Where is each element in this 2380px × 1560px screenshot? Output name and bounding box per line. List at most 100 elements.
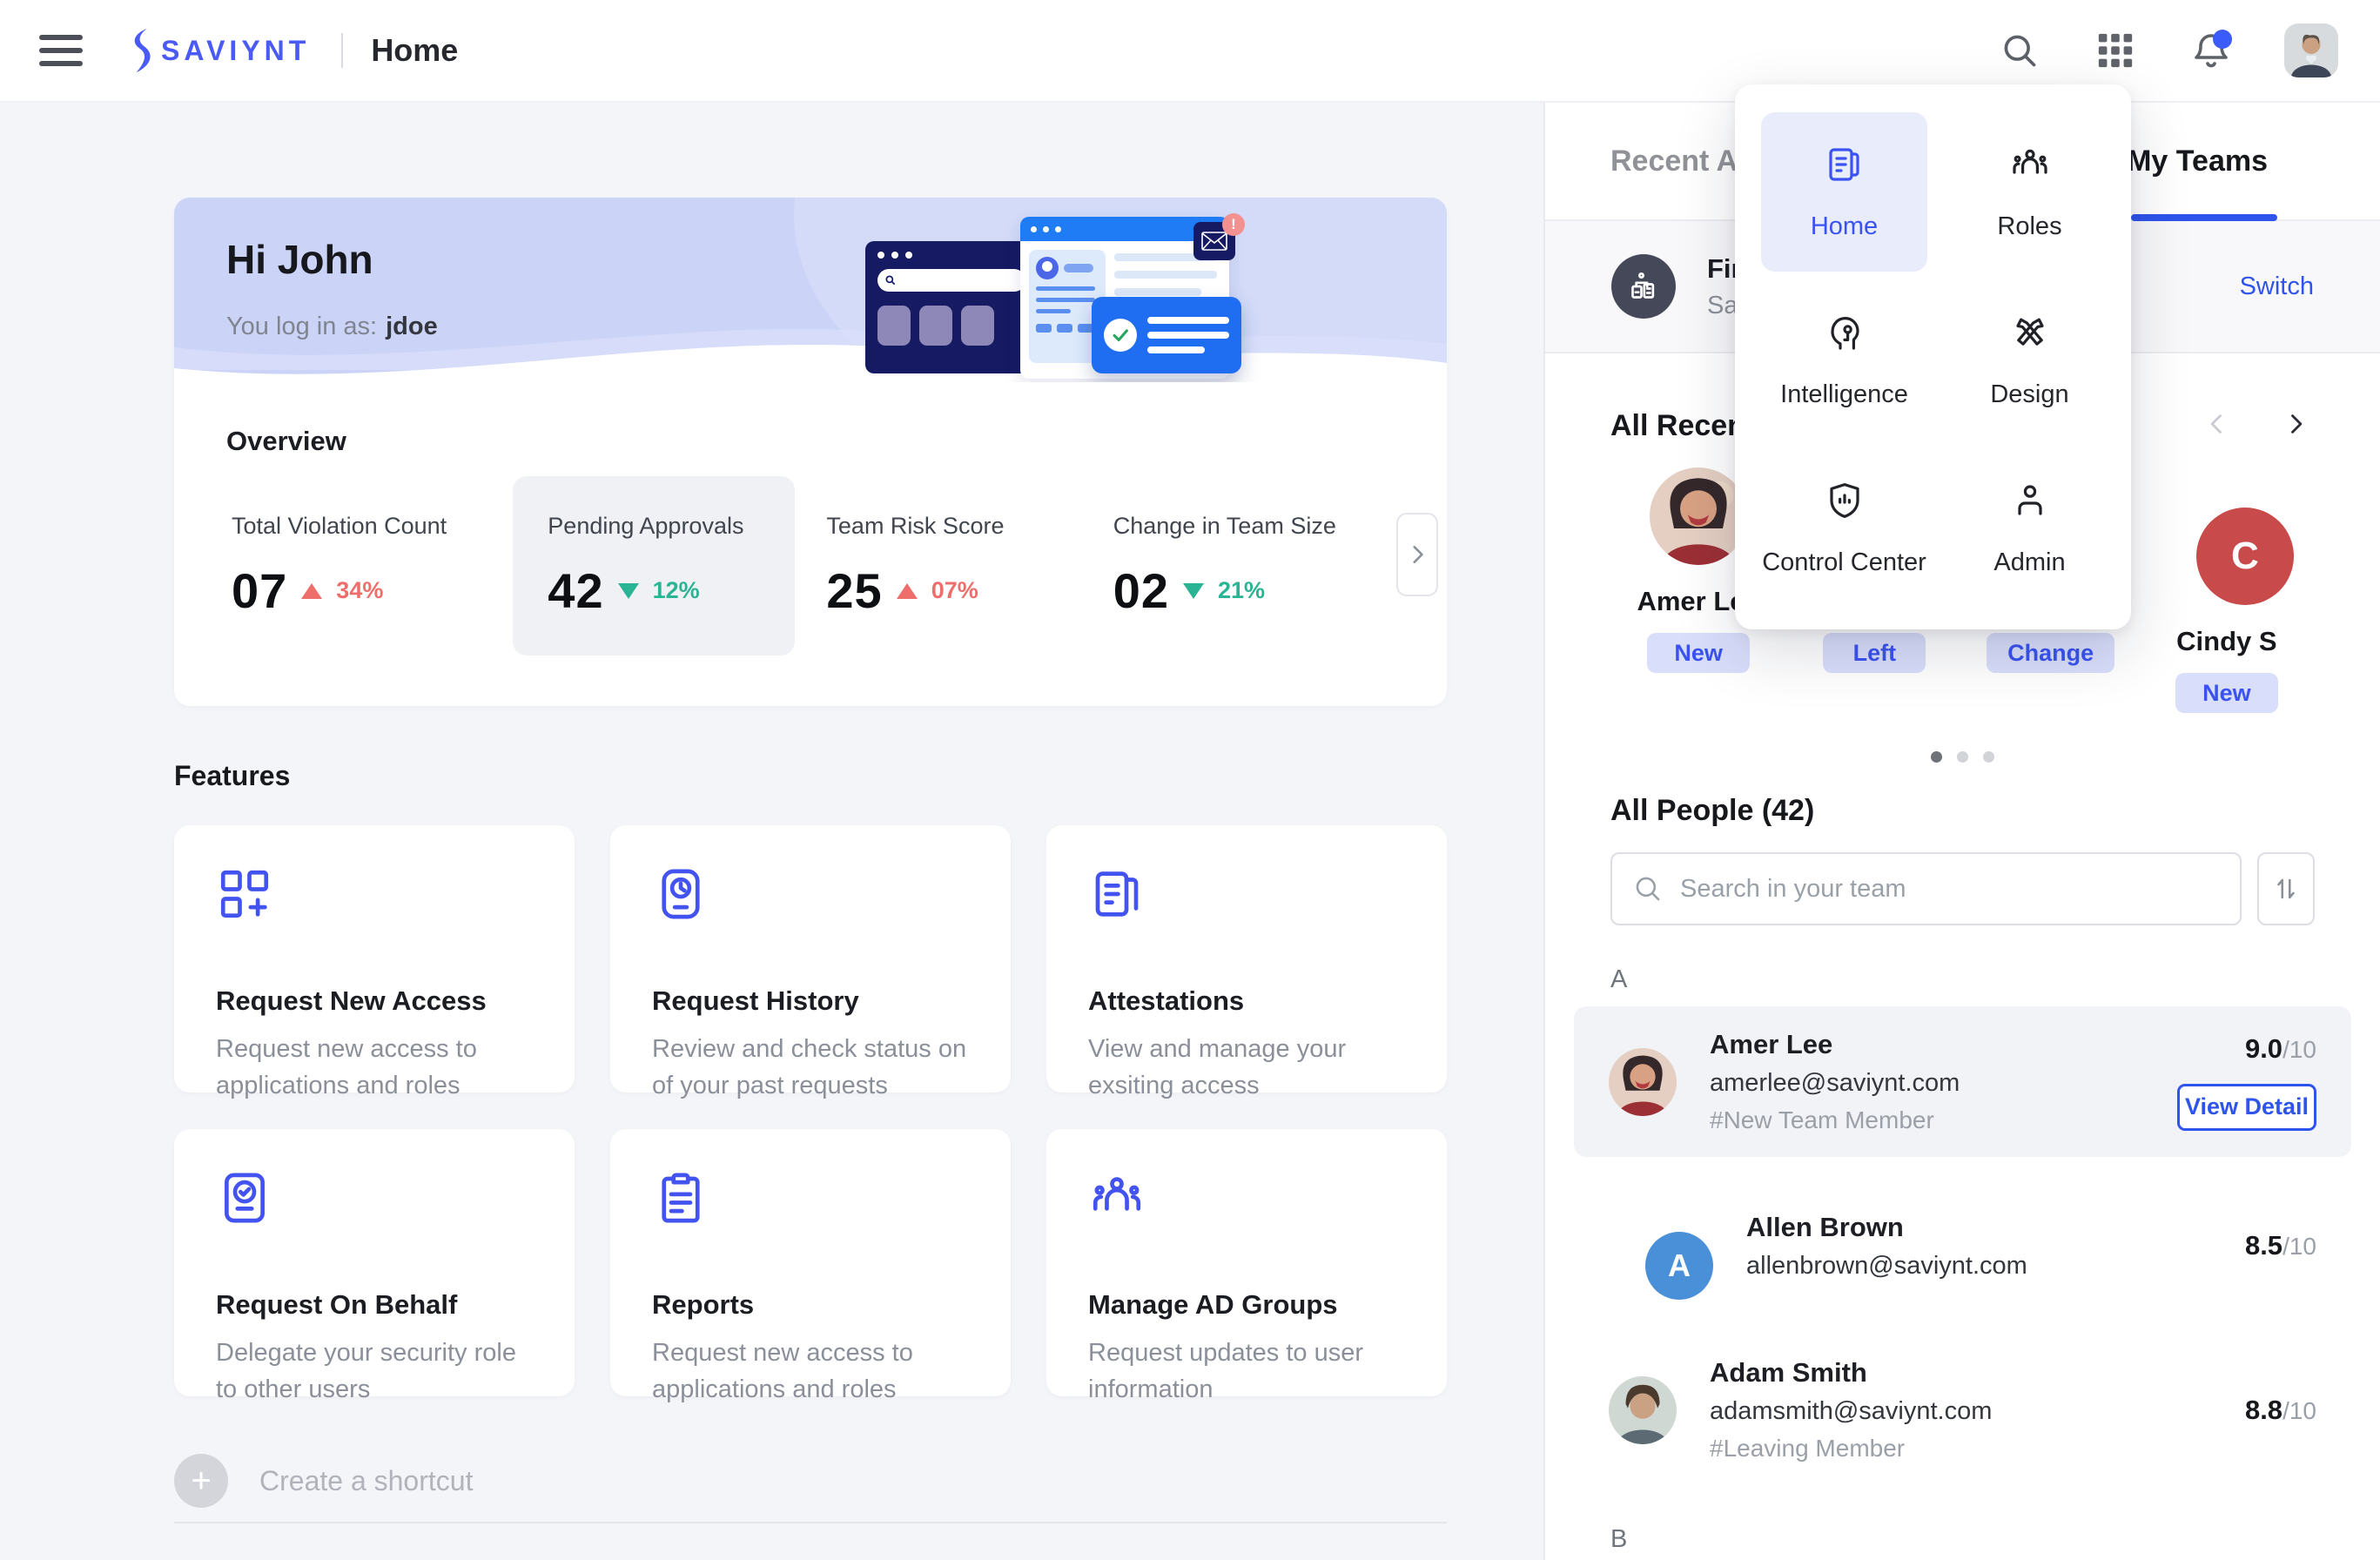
trend-down-icon bbox=[617, 582, 639, 599]
apps-menu-item-design[interactable]: Design bbox=[1946, 280, 2113, 440]
team-search-input[interactable] bbox=[1680, 874, 2219, 904]
request-new-access-icon bbox=[216, 865, 533, 923]
home-icon bbox=[1824, 144, 1866, 190]
recent-person-hidden-2[interactable]: Change bbox=[1963, 467, 2139, 713]
feature-title: Request New Access bbox=[216, 985, 487, 1016]
trend-up-icon bbox=[301, 582, 323, 599]
tab-recent-activity[interactable]: Recent Ac bbox=[1610, 144, 1755, 178]
person-score: 8.8/10 bbox=[2245, 1395, 2316, 1426]
apps-menu-label: Roles bbox=[1997, 212, 2062, 240]
view-detail-button[interactable]: View Detail bbox=[2177, 1083, 2316, 1131]
apps-grid-icon[interactable] bbox=[2093, 28, 2138, 73]
sort-button[interactable] bbox=[2257, 852, 2315, 925]
roles-icon bbox=[2009, 144, 2051, 190]
notifications-bell-icon[interactable] bbox=[2188, 28, 2234, 73]
recent-person-hidden-1[interactable]: Left bbox=[1786, 467, 1962, 713]
team-search-box bbox=[1610, 852, 2242, 925]
feature-card-manage-ad-groups[interactable]: Manage AD Groups Request updates to user… bbox=[1046, 1129, 1447, 1403]
score-value: 8.5 bbox=[2244, 1230, 2283, 1261]
metric-value: 42 bbox=[548, 563, 604, 618]
create-shortcut-button[interactable]: + Create a shortcut bbox=[174, 1454, 1447, 1508]
apps-menu-label: Admin bbox=[1993, 548, 2066, 576]
metric-delta: 34% bbox=[336, 577, 384, 603]
illustration-check-card bbox=[1092, 297, 1241, 373]
pagination-dot-3[interactable] bbox=[1983, 751, 1994, 763]
apps-menu-item-roles[interactable]: Roles bbox=[1946, 112, 2113, 272]
trend-up-icon bbox=[896, 582, 918, 599]
all-people-title: All People (42) bbox=[1610, 794, 1815, 827]
notification-badge bbox=[2213, 30, 2232, 49]
page-title: Home bbox=[371, 32, 459, 68]
feature-title: Request On Behalf bbox=[216, 1289, 458, 1320]
feature-card-request-history[interactable]: Request History Review and check status … bbox=[610, 825, 1011, 1099]
search-icon[interactable] bbox=[1997, 28, 2042, 73]
apps-menu-label: Home bbox=[1810, 212, 1879, 240]
apps-menu-item-admin[interactable]: Admin bbox=[1946, 448, 2113, 608]
illustration-search-bar bbox=[877, 269, 1025, 292]
feature-card-request-on-behalf[interactable]: Request On Behalf Delegate your security… bbox=[174, 1129, 575, 1403]
apps-menu-item-home[interactable]: Home bbox=[1761, 112, 1927, 272]
request-history-icon bbox=[652, 865, 969, 923]
apps-menu-item-intelligence[interactable]: Intelligence bbox=[1761, 280, 1927, 440]
person-row-allen-brown[interactable]: A Allen Brown allenbrown@saviynt.com 8.5… bbox=[1574, 1169, 2351, 1322]
all-recent-title: All Recent bbox=[1610, 409, 1756, 442]
feature-card-request-new-access[interactable]: Request New Access Request new access to… bbox=[174, 825, 575, 1099]
score-max: /10 bbox=[2283, 1233, 2316, 1260]
metric-value: 02 bbox=[1113, 563, 1169, 618]
score-max: /10 bbox=[2283, 1035, 2316, 1063]
admin-icon bbox=[2009, 480, 2051, 526]
feature-title: Request History bbox=[652, 985, 859, 1016]
person-status-badge: Left bbox=[1823, 633, 1926, 673]
apps-menu-label: Control Center bbox=[1762, 548, 1926, 576]
feature-description: View and manage your exsiting access bbox=[1088, 1035, 1347, 1100]
pagination-dot-2[interactable] bbox=[1957, 751, 1968, 763]
saviynt-logo-mark bbox=[134, 28, 151, 73]
user-avatar[interactable] bbox=[2284, 24, 2338, 77]
person-status-badge: New bbox=[2175, 673, 2278, 713]
request-on-behalf-icon bbox=[216, 1169, 533, 1227]
apps-menu-item-control-center[interactable]: Control Center bbox=[1761, 448, 1927, 608]
feature-description: Delegate your security role to other use… bbox=[216, 1339, 516, 1404]
overview-next-button[interactable] bbox=[1396, 513, 1438, 596]
metric-team-risk-score: Team Risk Score 25 07% bbox=[821, 476, 1107, 656]
carousel-prev-icon[interactable] bbox=[2205, 412, 2229, 440]
hamburger-menu-icon[interactable] bbox=[39, 31, 90, 70]
active-tab-indicator bbox=[2131, 214, 2277, 221]
tab-my-teams[interactable]: My Teams bbox=[2127, 144, 2268, 178]
carousel-pagination bbox=[1610, 751, 2315, 763]
metric-label: Change in Team Size bbox=[1113, 513, 1336, 539]
login-label: You log in as: bbox=[226, 313, 378, 340]
score-max: /10 bbox=[2283, 1396, 2316, 1424]
carousel-next-icon[interactable] bbox=[2283, 412, 2308, 440]
metric-pending-approvals: Pending Approvals 42 12% bbox=[513, 476, 796, 656]
illustration-alert-badge: ! bbox=[1222, 213, 1245, 236]
feature-card-reports[interactable]: Reports Request new access to applicatio… bbox=[610, 1129, 1011, 1403]
person-avatar: C bbox=[2195, 508, 2294, 605]
metric-value: 07 bbox=[232, 563, 288, 618]
switch-team-link[interactable]: Switch bbox=[2239, 272, 2314, 300]
person-email: allenbrown@saviynt.com bbox=[1746, 1251, 2027, 1280]
features-grid: Request New Access Request new access to… bbox=[174, 825, 1447, 1403]
attestations-icon bbox=[1088, 865, 1405, 923]
design-icon bbox=[2009, 312, 2051, 358]
overview-title: Overview bbox=[226, 426, 346, 456]
metric-change-in-team-size: Change in Team Size 02 21% bbox=[1108, 476, 1395, 656]
apps-dropdown-menu: Home Roles Intelligence bbox=[1735, 84, 2131, 629]
person-row-adam-smith[interactable]: Adam Smith adamsmith@saviynt.com #Leavin… bbox=[1574, 1335, 2351, 1485]
welcome-banner: Hi John You log in as: jdoe bbox=[174, 198, 1447, 382]
recent-person-cindy-s[interactable]: C Cindy S New bbox=[2139, 467, 2315, 713]
feature-description: Request updates to user information bbox=[1088, 1339, 1363, 1404]
saviynt-logo[interactable]: SAVIYNT bbox=[126, 28, 310, 73]
person-score: 9.0/10 bbox=[2245, 1033, 2316, 1065]
group-letter-a: A bbox=[1610, 965, 1628, 993]
person-name: Cindy S bbox=[2176, 626, 2277, 656]
recent-person-amer-lee[interactable]: Amer Lee New bbox=[1610, 467, 1786, 713]
person-avatar: A bbox=[1645, 1232, 1713, 1300]
greeting-text: Hi John bbox=[226, 237, 373, 282]
pagination-dot-1[interactable] bbox=[1931, 751, 1942, 763]
create-shortcut-label: Create a shortcut bbox=[259, 1464, 474, 1496]
person-row-amer-lee[interactable]: Amer Lee amerlee@saviynt.com #New Team M… bbox=[1574, 1006, 2351, 1157]
group-letter-b: B bbox=[1610, 1525, 1628, 1553]
feature-card-attestations[interactable]: Attestations View and manage your exsiti… bbox=[1046, 825, 1447, 1099]
